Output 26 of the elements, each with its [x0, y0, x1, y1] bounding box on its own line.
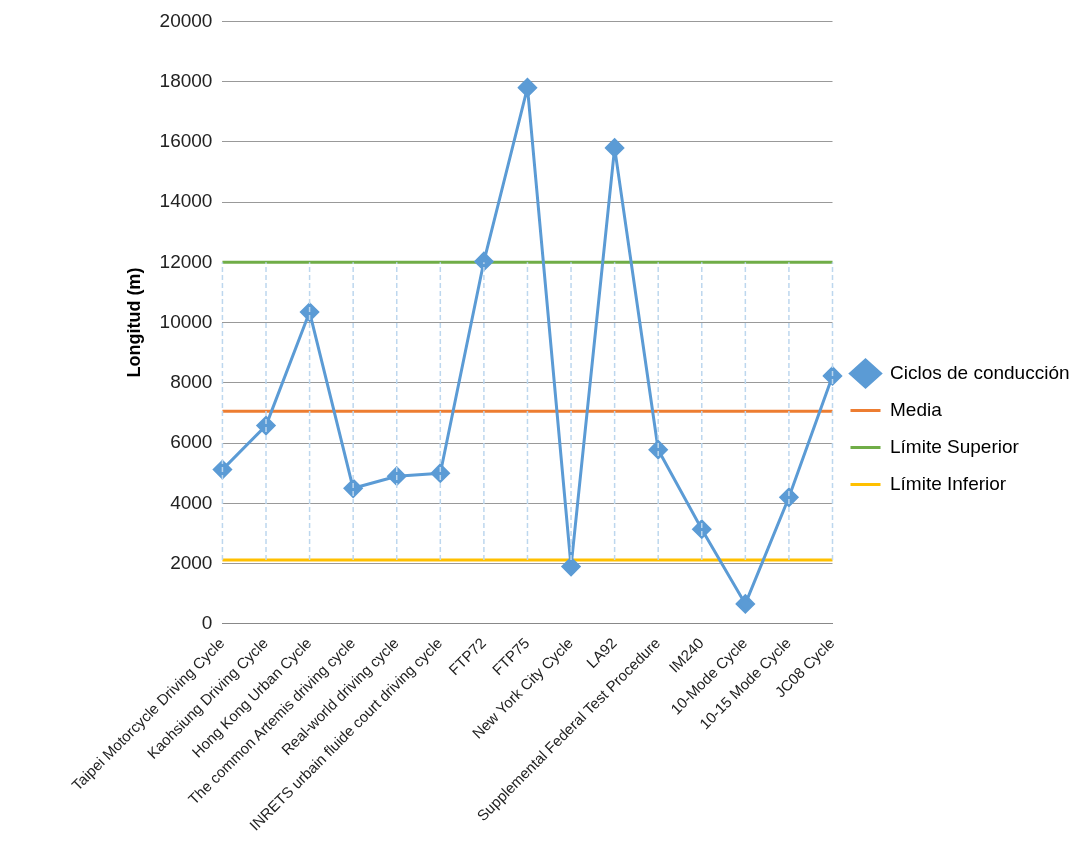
- y-tick-label: 12000: [159, 250, 213, 272]
- y-tick-label: 14000: [159, 190, 213, 212]
- legend-label: Media: [890, 398, 943, 420]
- y-axis-title: Longitud (m): [123, 267, 144, 378]
- legend-label: Límite Superior: [890, 435, 1020, 457]
- y-tick-label: 10000: [159, 310, 213, 332]
- point: [561, 557, 581, 577]
- y-tick-label: 2000: [170, 551, 213, 573]
- point: [212, 460, 232, 480]
- point: [517, 78, 537, 98]
- legend-label: Límite Inferior: [890, 472, 1007, 494]
- point: [474, 251, 494, 271]
- point: [605, 138, 625, 158]
- y-tick-label: 4000: [170, 491, 213, 513]
- point: [300, 302, 320, 322]
- y-tick-label: 6000: [170, 431, 213, 453]
- legend-label: Ciclos de conducción: [890, 361, 1070, 383]
- point: [387, 466, 407, 486]
- y-tick-label: 18000: [159, 69, 213, 91]
- y-tick-label: 8000: [170, 371, 213, 393]
- y-tick-label: 20000: [159, 9, 213, 31]
- y-tick-label: 16000: [159, 130, 213, 152]
- point: [430, 463, 450, 483]
- point: [823, 366, 842, 386]
- y-tick-label: 0: [201, 612, 213, 634]
- point: [735, 594, 755, 614]
